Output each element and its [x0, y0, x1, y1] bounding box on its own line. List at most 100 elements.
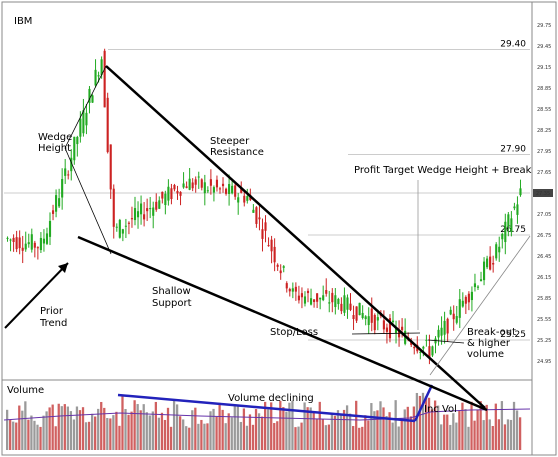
- volume-bar: [503, 424, 507, 450]
- volume-bar: [355, 400, 358, 450]
- volume-bar: [75, 406, 79, 450]
- volume-bar: [279, 400, 282, 450]
- volume-bar: [33, 420, 36, 450]
- volume-bar: [358, 427, 361, 450]
- volume-bar: [449, 424, 452, 450]
- volume-bar: [370, 403, 373, 450]
- volume-bar: [443, 414, 446, 450]
- volume-bar: [379, 401, 382, 450]
- price-candle-body: [173, 184, 176, 190]
- price-candle-body: [206, 190, 209, 192]
- price-candle-body: [376, 317, 379, 321]
- price-candle-body: [191, 182, 194, 189]
- volume-bar: [385, 416, 388, 450]
- price-candle-body: [349, 303, 352, 310]
- volume-bar: [352, 426, 355, 450]
- price-candle-body: [473, 283, 477, 288]
- volume-bar: [494, 403, 497, 450]
- volume-bar: [515, 410, 519, 450]
- price-candle-body: [124, 225, 127, 227]
- price-candle-body: [309, 298, 313, 305]
- volume-bar: [227, 413, 230, 450]
- volume-bar: [18, 405, 21, 450]
- price-candle-body: [176, 190, 179, 194]
- price-candle-body: [367, 316, 370, 326]
- volume-bar: [403, 409, 406, 450]
- volume-bar: [12, 421, 15, 450]
- price-level-label: 26.75: [500, 225, 526, 235]
- volume-bar: [57, 403, 60, 450]
- breakout-label: & higher: [467, 338, 511, 349]
- volume-average-line: [3, 408, 531, 421]
- price-candle-body: [340, 303, 343, 312]
- price-candle-body: [15, 237, 18, 250]
- volume-bar: [182, 419, 185, 450]
- volume-bar: [312, 412, 315, 450]
- y-tick-label: 28.25: [537, 128, 551, 134]
- volume-bar: [139, 410, 142, 450]
- volume-bar: [464, 409, 467, 450]
- price-candle-body: [255, 207, 258, 224]
- volume-bar: [218, 402, 221, 450]
- volume-bar: [424, 396, 428, 450]
- profit-target-label: Profit Target Wedge Height + Break: [354, 165, 532, 176]
- volume-bar: [264, 401, 267, 450]
- volume-bar: [94, 416, 97, 450]
- price-candle-body: [513, 206, 516, 209]
- price-candle-body: [419, 351, 422, 353]
- price-candle-body: [167, 186, 170, 201]
- volume-bar: [367, 420, 370, 450]
- volume-bar: [151, 411, 154, 450]
- price-candle-body: [276, 264, 279, 267]
- price-candle-body: [228, 184, 231, 194]
- volume-bar: [36, 424, 39, 450]
- volume-bar: [175, 404, 179, 450]
- volume-bar: [282, 407, 285, 450]
- price-candle-body: [224, 188, 228, 194]
- price-candle-body: [394, 327, 398, 334]
- volume-bar: [294, 427, 297, 450]
- volume-bar: [24, 401, 27, 450]
- price-candle-body: [313, 299, 316, 303]
- volume-bar: [169, 426, 173, 450]
- price-candle-body: [94, 69, 97, 86]
- y-tick-label: 26.45: [537, 254, 551, 260]
- volume-bar: [300, 422, 303, 450]
- price-candle-body: [322, 295, 325, 301]
- volume-bar: [45, 411, 48, 450]
- prior-trend-label: Prior: [40, 306, 64, 317]
- volume-bar: [324, 425, 327, 450]
- price-candle-body: [479, 279, 483, 282]
- breakout-pointer: [427, 339, 465, 344]
- volume-bar: [437, 405, 440, 450]
- price-candle-body: [58, 198, 61, 207]
- price-candle-body: [264, 222, 267, 231]
- volume-bar: [446, 414, 449, 450]
- price-candle-body: [121, 229, 124, 234]
- price-candle-body: [355, 306, 358, 321]
- current-price-label: 27.35: [536, 191, 550, 197]
- volume-bar: [497, 419, 500, 450]
- y-tick-label: 26.15: [537, 275, 551, 281]
- price-candle-body: [319, 297, 322, 300]
- price-candle-body: [234, 185, 237, 197]
- volume-bar: [339, 415, 343, 450]
- price-candle-body: [188, 178, 191, 190]
- price-candle-body: [42, 238, 46, 244]
- price-candle-body: [431, 346, 434, 356]
- price-candle-body: [100, 59, 103, 75]
- volume-bar: [84, 422, 88, 450]
- price-candle-body: [231, 185, 234, 194]
- volume-bar: [427, 397, 431, 450]
- price-candle-body: [464, 296, 467, 304]
- y-tick-label: 28.85: [537, 86, 551, 92]
- wedge-height-line-bottom: [64, 147, 112, 255]
- volume-bar: [188, 427, 191, 450]
- volume-bar: [376, 410, 379, 450]
- price-candle-body: [30, 234, 33, 250]
- y-tick-label: 27.95: [537, 149, 551, 155]
- volume-bar: [412, 406, 416, 450]
- volume-bar: [30, 415, 33, 450]
- price-candle-body: [33, 242, 36, 248]
- volume-bar: [361, 426, 364, 450]
